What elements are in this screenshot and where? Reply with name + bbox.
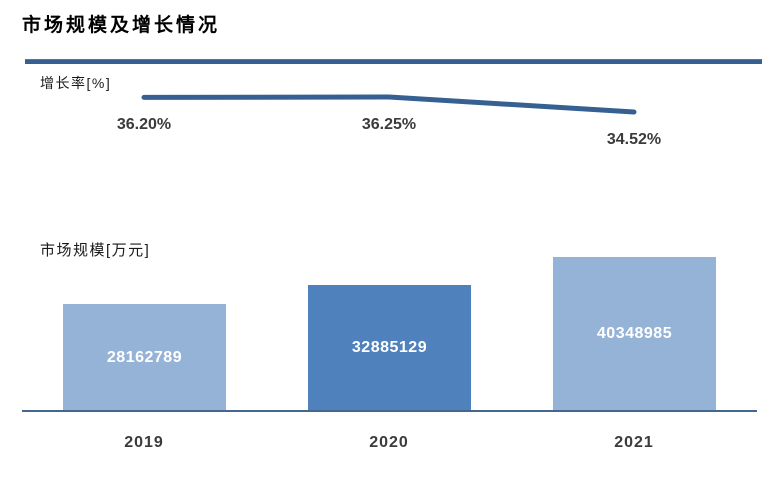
title-divider	[25, 59, 762, 64]
x-axis-label-2020: 2020	[369, 434, 409, 451]
x-axis-label-2019: 2019	[124, 434, 164, 451]
bar-2019: 28162789	[63, 304, 226, 411]
growth-rate-axis-label: 增长率[%]	[40, 75, 112, 91]
growth-point-label-2020: 36.25%	[361, 116, 417, 133]
bar-value-2020: 32885129	[351, 339, 428, 356]
bar-value-2021: 40348985	[596, 325, 673, 342]
growth-line	[141, 94, 637, 115]
x-axis-line	[22, 410, 757, 412]
growth-point-label-2021: 34.52%	[606, 130, 662, 148]
growth-point-label-2019: 36.20%	[116, 116, 172, 134]
bar-2020: 32885129	[308, 285, 471, 411]
growth-line-chart	[141, 94, 637, 115]
x-axis-label-2021: 2021	[614, 434, 654, 451]
bar-value-2019: 28162789	[106, 348, 183, 366]
market-size-axis-label: 市场规模[万元]	[40, 242, 151, 259]
bar-2021: 40348985	[553, 257, 716, 411]
page-title: 市场规模及增长情况	[22, 15, 221, 36]
